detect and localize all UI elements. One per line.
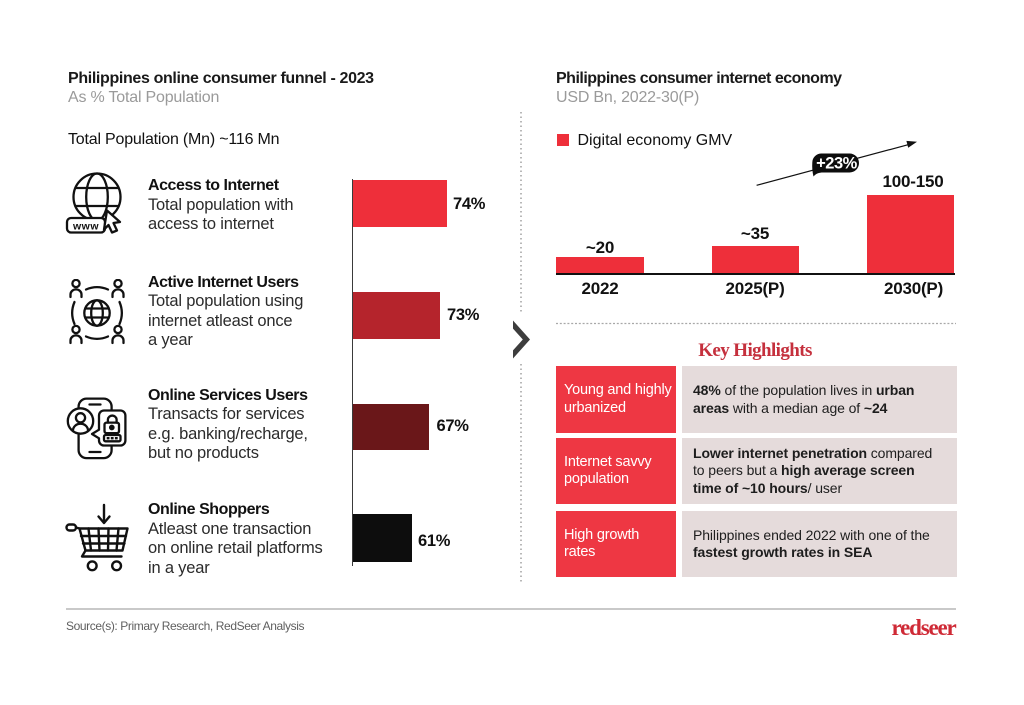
- svg-text:+23%: +23%: [816, 155, 857, 173]
- svg-text:www: www: [72, 221, 99, 233]
